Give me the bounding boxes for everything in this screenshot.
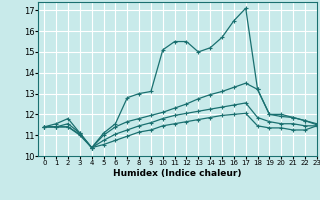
X-axis label: Humidex (Indice chaleur): Humidex (Indice chaleur) — [113, 169, 242, 178]
